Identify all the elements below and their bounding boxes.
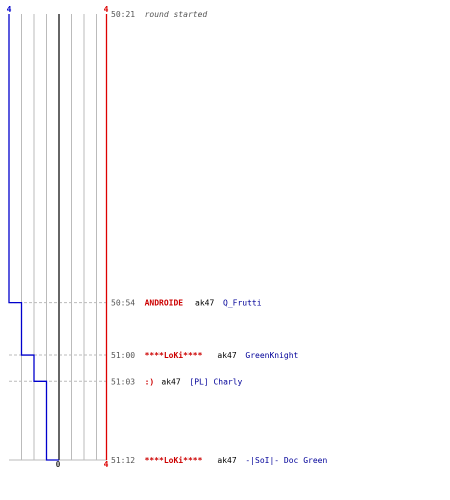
event-time: 51:00 [111,351,135,360]
event-killer: ANDROIDE [145,299,184,308]
event-weapon: ak47 [161,377,180,386]
right-bottom-count-label: 4 [104,460,109,469]
event-time: 51:12 [111,456,135,465]
event-killer: ****LoKi**** [145,455,203,465]
event-entry: 51:00 ****LoKi**** ak47 GreenKnight [111,350,299,360]
event-time: 50:21 [111,10,135,19]
event-killer: ****LoKi**** [145,350,203,360]
event-victim: -|SoI|- Doc Green [245,456,327,465]
event-entry: 50:54 ANDROIDE ak47 Q_Frutti [111,299,262,308]
event-weapon: ak47 [195,299,214,308]
event-killer: :) [145,377,155,386]
event-victim: [PL] Charly [189,377,242,386]
zero-label: 0 [56,460,61,469]
event-weapon: ak47 [217,351,236,360]
right-top-count-label: 4 [104,5,109,14]
event-time: 50:54 [111,299,135,308]
event-entry: 51:12 ****LoKi**** ak47 -|SoI|- Doc Green [111,455,327,465]
event-entry: 51:03:) ak47 [PL] Charly [111,377,243,386]
blue-team-line [8,14,59,461]
event-note: round started [145,10,208,19]
event-time: 51:03 [111,377,135,386]
event-victim: GreenKnight [245,351,298,360]
event-list: 50:21 round started 50:54 ANDROIDE ak47 Q_Fru… [111,10,327,465]
event-weapon: ak47 [217,456,236,465]
grid-lines [9,14,107,461]
left-top-count-label: 4 [7,5,12,14]
event-victim: Q_Frutti [223,299,262,308]
event-entry: 50:21 round started [111,10,207,19]
